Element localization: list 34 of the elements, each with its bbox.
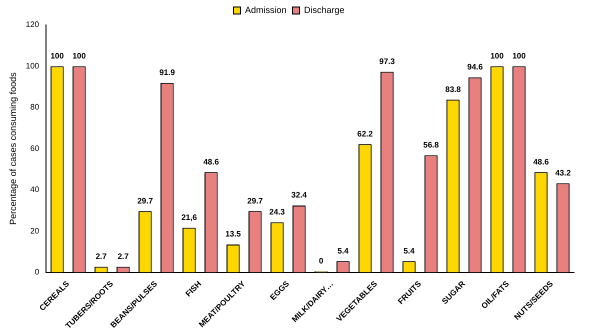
data-label: 2.7 — [96, 252, 108, 261]
data-label: 91.9 — [159, 68, 176, 78]
data-label: 100 — [50, 51, 64, 60]
legend-label: Admission — [244, 4, 286, 15]
data-label: 21,6 — [181, 212, 198, 222]
data-label: 5.4 — [338, 246, 350, 256]
data-label: 97.3 — [379, 56, 396, 66]
y-tick-label: 40 — [30, 185, 40, 194]
y-tick-label: 20 — [30, 226, 40, 236]
data-label: 32.4 — [291, 190, 308, 200]
y-tick-label: 100 — [26, 61, 40, 70]
y-axis-title: Percentage of cases consuming foods — [8, 72, 18, 225]
legend-label: Discharge — [304, 4, 345, 15]
data-label: 0 — [318, 256, 324, 266]
data-label: 100 — [512, 51, 526, 60]
data-label: 48.6 — [533, 157, 550, 166]
data-label: 13.5 — [225, 230, 242, 239]
data-label: 62.2 — [357, 129, 374, 138]
data-label: 83.8 — [445, 84, 462, 94]
data-label: 100 — [72, 51, 86, 60]
data-label: 48.6 — [203, 157, 220, 166]
data-label: 2.7 — [118, 252, 130, 261]
data-label: 5.4 — [403, 246, 416, 256]
y-tick-label: 120 — [26, 20, 40, 30]
y-tick-label: 0 — [34, 267, 40, 276]
data-label: 56.8 — [423, 140, 440, 150]
y-tick-label: 60 — [30, 144, 40, 153]
data-label: 94.6 — [467, 62, 484, 72]
data-label: 29.7 — [137, 196, 154, 206]
data-label: 43.2 — [555, 168, 572, 178]
data-label: 24.3 — [269, 207, 286, 216]
data-label: 29.7 — [247, 196, 264, 206]
data-label: 100 — [490, 51, 504, 60]
y-tick-label: 80 — [30, 102, 40, 112]
